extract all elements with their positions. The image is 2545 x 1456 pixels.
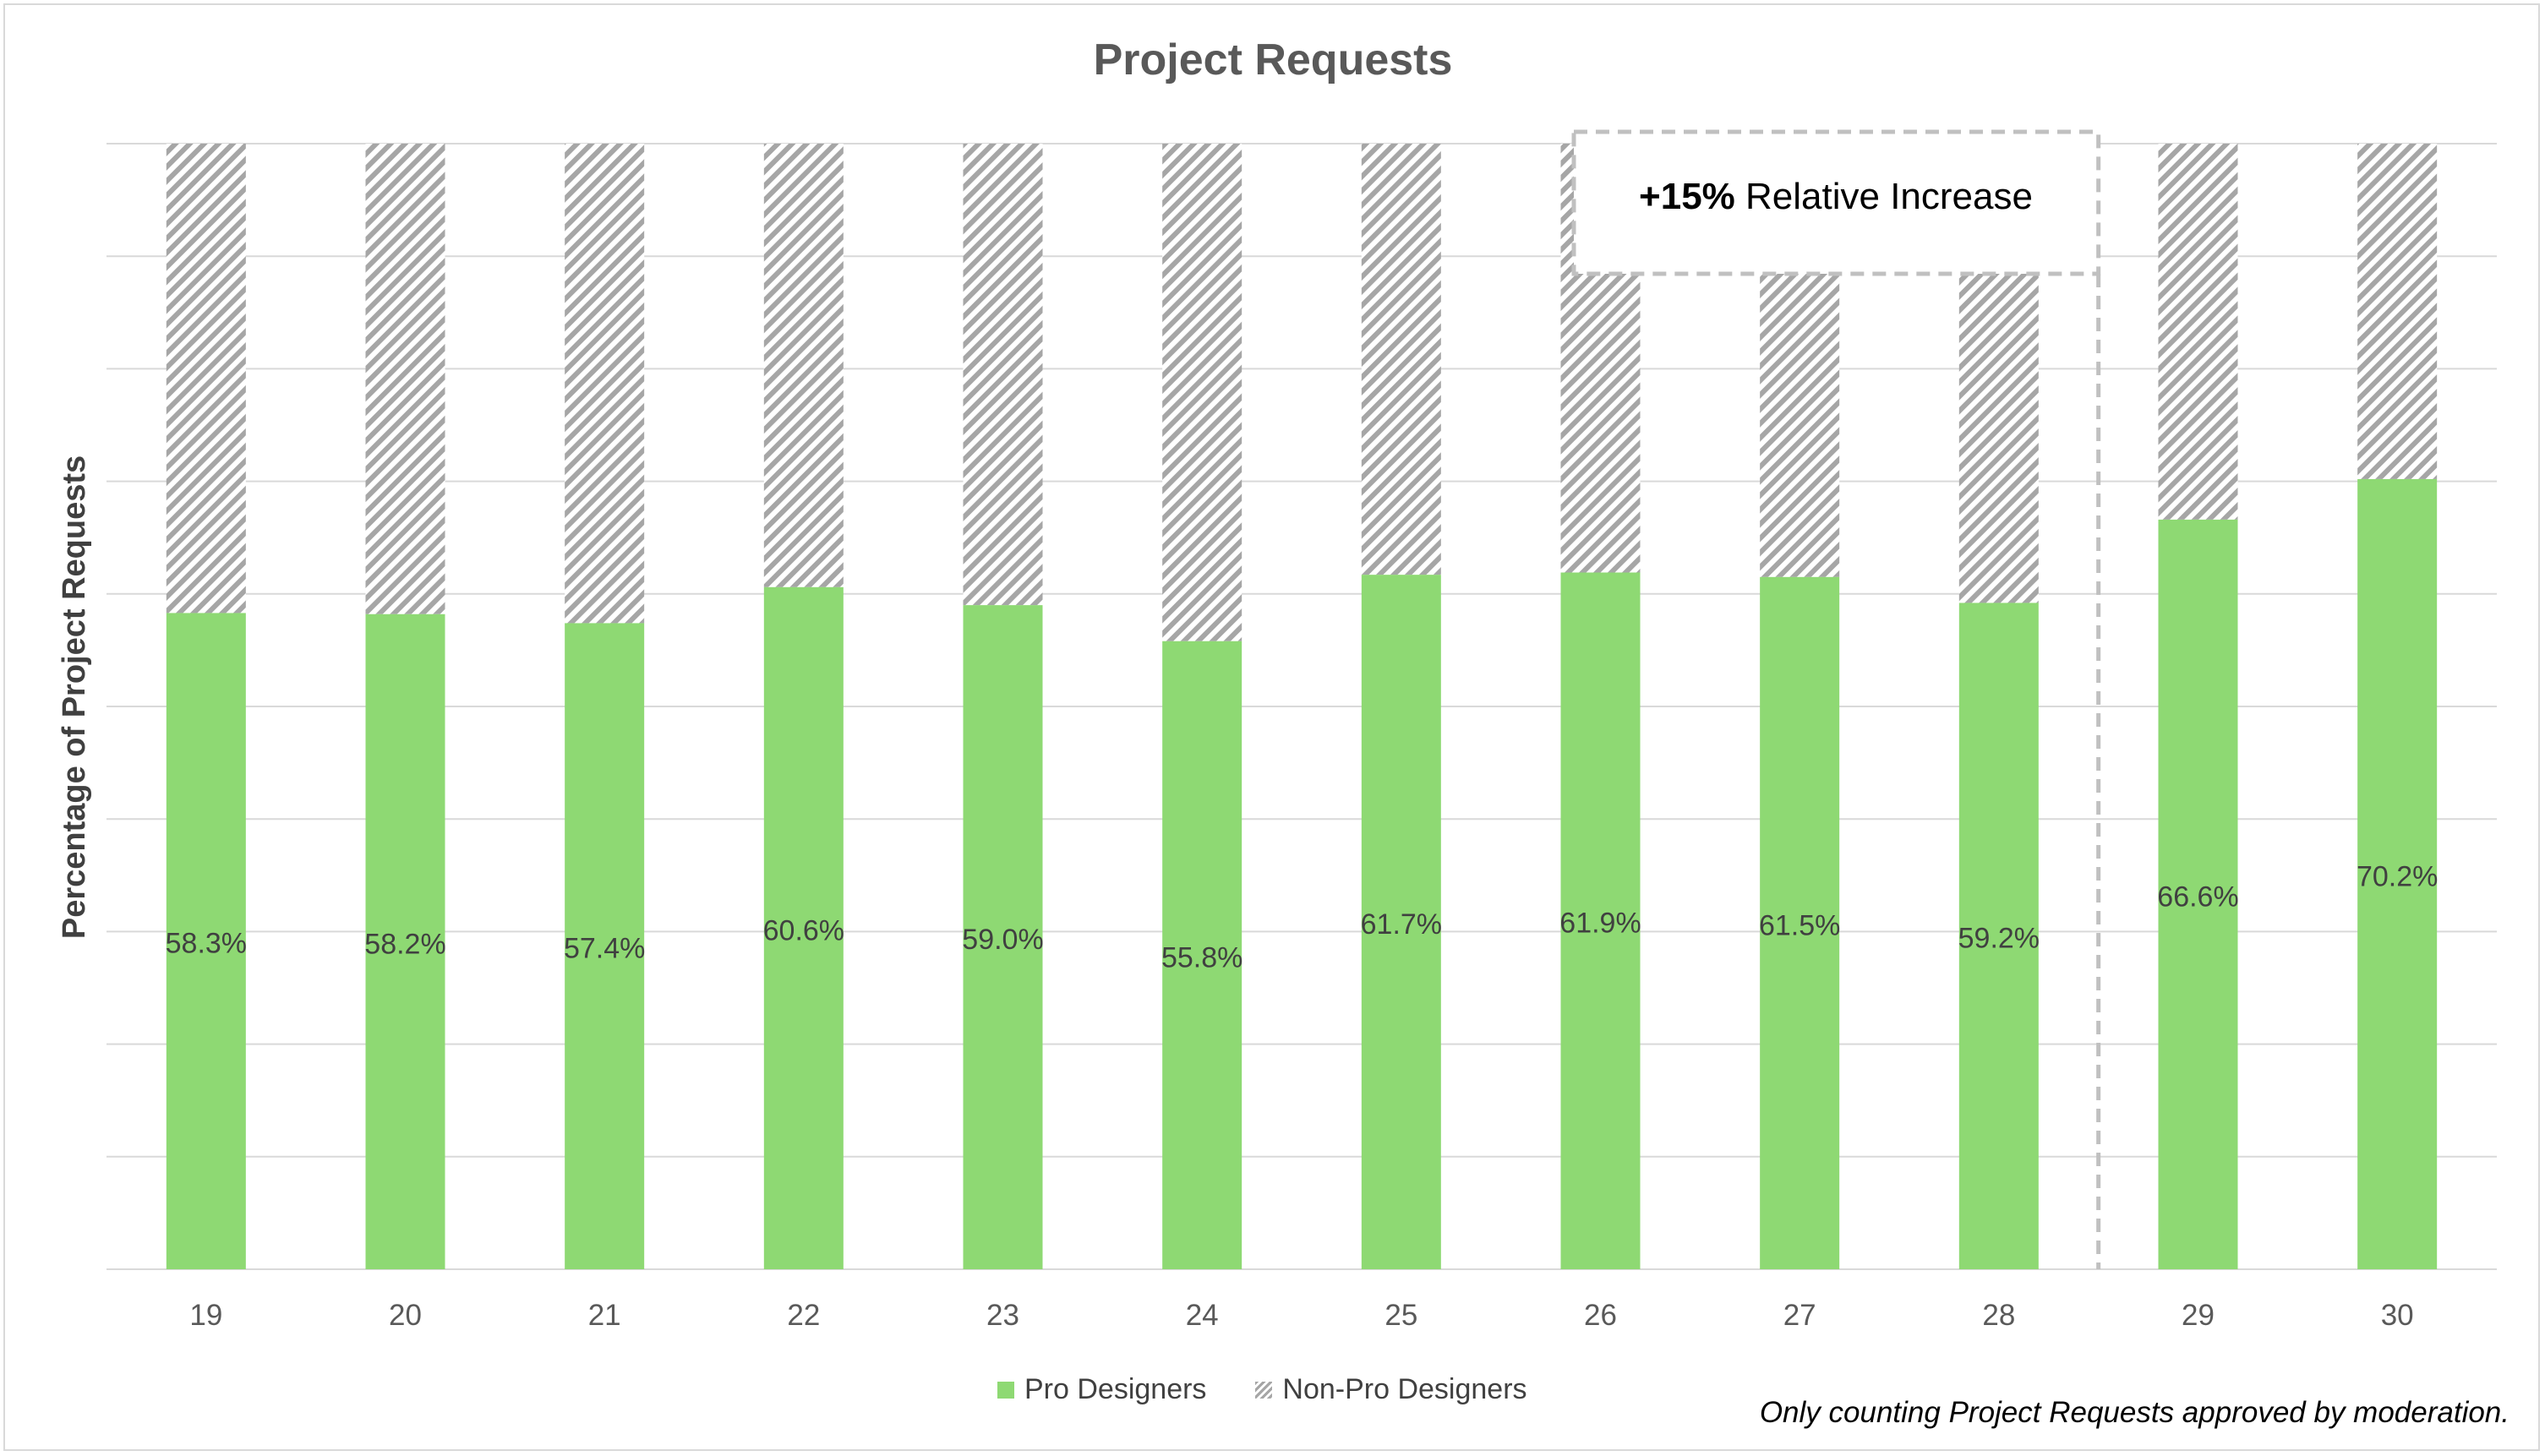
bar-pro-30 <box>2357 478 2438 1269</box>
legend-swatch-nonpro <box>1255 1381 1273 1399</box>
bar-non-pro-25 <box>1361 144 1441 575</box>
chart-frame <box>3 3 2540 1451</box>
data-label-21: 57.4% <box>564 933 645 965</box>
bar-pro-21 <box>565 623 645 1269</box>
bar-pro-24 <box>1162 641 1242 1269</box>
chart-title: Project Requests <box>1094 35 1453 85</box>
bars: 58.3% 58.2% 57.4% 60.6% 59.0% 55.8% 61.7% 61.9%… <box>166 144 2438 1269</box>
data-label-23: 59.0% <box>962 924 1043 956</box>
x-tick-labels: 19 20 21 22 23 24 25 26 27 28 29 30 <box>189 1299 2413 1332</box>
bar-non-pro-29 <box>2158 144 2238 520</box>
data-label-20: 58.2% <box>364 928 445 960</box>
x-tick-label-22: 22 <box>787 1299 820 1332</box>
callout-label: +15% Relative Increase <box>1574 176 2098 218</box>
x-tick-label-21: 21 <box>588 1299 621 1332</box>
legend-item-pro: Pro Designers <box>997 1373 1206 1406</box>
legend-label-pro: Pro Designers <box>1024 1373 1207 1405</box>
bar-pro-27 <box>1760 576 1840 1269</box>
x-tick-label-20: 20 <box>389 1299 422 1332</box>
data-label-26: 61.9% <box>1559 908 1641 940</box>
bar-pro-29 <box>2158 519 2238 1269</box>
data-label-22: 60.6% <box>763 914 844 946</box>
bar-non-pro-19 <box>166 144 246 613</box>
gridlines <box>106 143 2497 1270</box>
relative-increase-callout <box>1571 129 2101 1269</box>
x-tick-label-28: 28 <box>1982 1299 2015 1332</box>
footnote: Only counting Project Requests approved … <box>1759 1396 2510 1429</box>
data-label-24: 55.8% <box>1161 941 1242 973</box>
callout-bold: +15% <box>1639 176 1735 217</box>
data-label-25: 61.7% <box>1361 908 1442 941</box>
data-label-29: 66.6% <box>2157 881 2238 913</box>
legend-swatch-pro <box>997 1381 1014 1399</box>
callout-rest: Relative Increase <box>1734 176 2033 217</box>
bar-non-pro-21 <box>565 144 645 624</box>
callout-box <box>1571 129 2101 276</box>
x-tick-label-23: 23 <box>986 1299 1019 1332</box>
x-tick-label-25: 25 <box>1384 1299 1417 1332</box>
bar-non-pro-24 <box>1162 144 1242 641</box>
x-tick-label-27: 27 <box>1783 1299 1816 1332</box>
bar-pro-19 <box>166 613 246 1269</box>
bar-non-pro-30 <box>2357 144 2438 479</box>
bar-pro-26 <box>1560 572 1641 1269</box>
legend: Pro Designers Non-Pro Designers <box>997 1373 1576 1406</box>
data-label-27: 61.5% <box>1759 909 1840 941</box>
data-label-28: 59.2% <box>1958 923 2040 955</box>
legend-item-nonpro: Non-Pro Designers <box>1255 1373 1527 1406</box>
bar-non-pro-23 <box>963 144 1043 606</box>
legend-label-nonpro: Non-Pro Designers <box>1282 1373 1527 1405</box>
bar-pro-28 <box>1958 603 2039 1269</box>
x-tick-label-24: 24 <box>1186 1299 1219 1332</box>
x-tick-label-30: 30 <box>2381 1299 2414 1332</box>
x-tick-label-26: 26 <box>1584 1299 1617 1332</box>
bar-non-pro-20 <box>365 144 445 614</box>
bar-non-pro-22 <box>763 144 844 587</box>
bar-pro-25 <box>1361 575 1441 1269</box>
bar-pro-23 <box>963 605 1043 1269</box>
data-label-19: 58.3% <box>166 928 247 960</box>
x-tick-label-29: 29 <box>2182 1299 2215 1332</box>
bar-pro-20 <box>365 613 445 1269</box>
bar-pro-22 <box>763 586 844 1269</box>
data-label-30: 70.2% <box>2357 860 2438 892</box>
x-tick-label-19: 19 <box>189 1299 222 1332</box>
y-axis-label: Percentage of Project Requests <box>57 455 92 939</box>
